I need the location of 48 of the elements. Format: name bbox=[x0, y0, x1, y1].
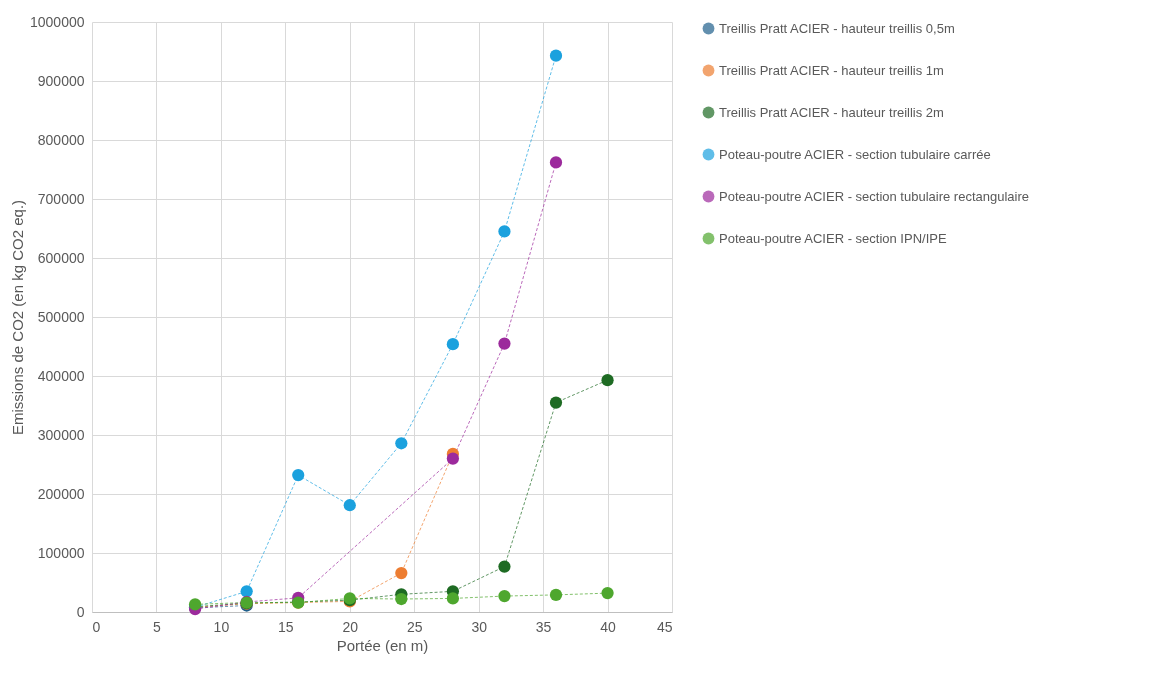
point bbox=[395, 437, 408, 450]
x-tick-label: 10 bbox=[213, 618, 230, 635]
legend-label: Treillis Pratt ACIER - hauteur treillis 1m bbox=[719, 62, 944, 78]
x-tick-label: 20 bbox=[342, 618, 359, 635]
x-tick-label: 25 bbox=[406, 618, 423, 635]
point bbox=[343, 499, 356, 512]
x-tick-label: 35 bbox=[535, 618, 552, 635]
y-tick-label: 0 bbox=[76, 603, 85, 620]
point bbox=[549, 49, 563, 62]
legend-label: Poteau-poutre ACIER - section tubulaire rectangulaire bbox=[719, 188, 1030, 204]
x-tick-label: 40 bbox=[600, 618, 617, 635]
y-tick-label: 500000 bbox=[37, 308, 85, 325]
point bbox=[549, 396, 563, 409]
y-tick-label: 700000 bbox=[37, 190, 85, 207]
y-tick-label: 100000 bbox=[37, 544, 85, 561]
y-tick-label: 200000 bbox=[37, 485, 85, 502]
y-tick-label: 1000000 bbox=[29, 13, 85, 30]
x-axis-title: Portée (en m) bbox=[336, 636, 429, 654]
point bbox=[446, 592, 460, 605]
point bbox=[601, 374, 614, 387]
point bbox=[601, 587, 614, 600]
point bbox=[549, 588, 563, 601]
y-tick-label: 600000 bbox=[37, 249, 85, 266]
x-tick-label: 30 bbox=[471, 618, 488, 635]
point bbox=[498, 589, 511, 603]
legend-label: Poteau-poutre ACIER - section tubulaire carrée bbox=[719, 146, 991, 162]
point bbox=[395, 592, 408, 606]
x-tick-label: 15 bbox=[278, 618, 294, 635]
x-tick-label: 5 bbox=[153, 618, 162, 635]
y-axis-title: Emissions de CO2 (en kg CO2 eq.) bbox=[9, 199, 26, 436]
y-tick-label: 300000 bbox=[37, 426, 85, 443]
point bbox=[240, 585, 253, 598]
y-tick-label: 900000 bbox=[37, 72, 85, 89]
point bbox=[292, 469, 305, 482]
y-tick-label: 400000 bbox=[37, 367, 85, 384]
point bbox=[395, 566, 408, 580]
x-tick-label: 45 bbox=[656, 618, 673, 635]
legend-label: Treillis Pratt ACIER - hauteur treillis 2m bbox=[719, 104, 944, 120]
point bbox=[498, 337, 511, 350]
legend-label: Poteau-poutre ACIER - section IPN/IPE bbox=[719, 230, 947, 246]
point bbox=[549, 156, 563, 169]
legend-label: Treillis Pratt ACIER - hauteur treillis 0,5m bbox=[719, 20, 955, 36]
point bbox=[446, 452, 460, 465]
point bbox=[498, 560, 511, 573]
point bbox=[446, 338, 460, 351]
y-tick-label: 800000 bbox=[37, 131, 85, 148]
x-tick-label: 0 bbox=[92, 618, 101, 635]
point bbox=[498, 225, 511, 238]
